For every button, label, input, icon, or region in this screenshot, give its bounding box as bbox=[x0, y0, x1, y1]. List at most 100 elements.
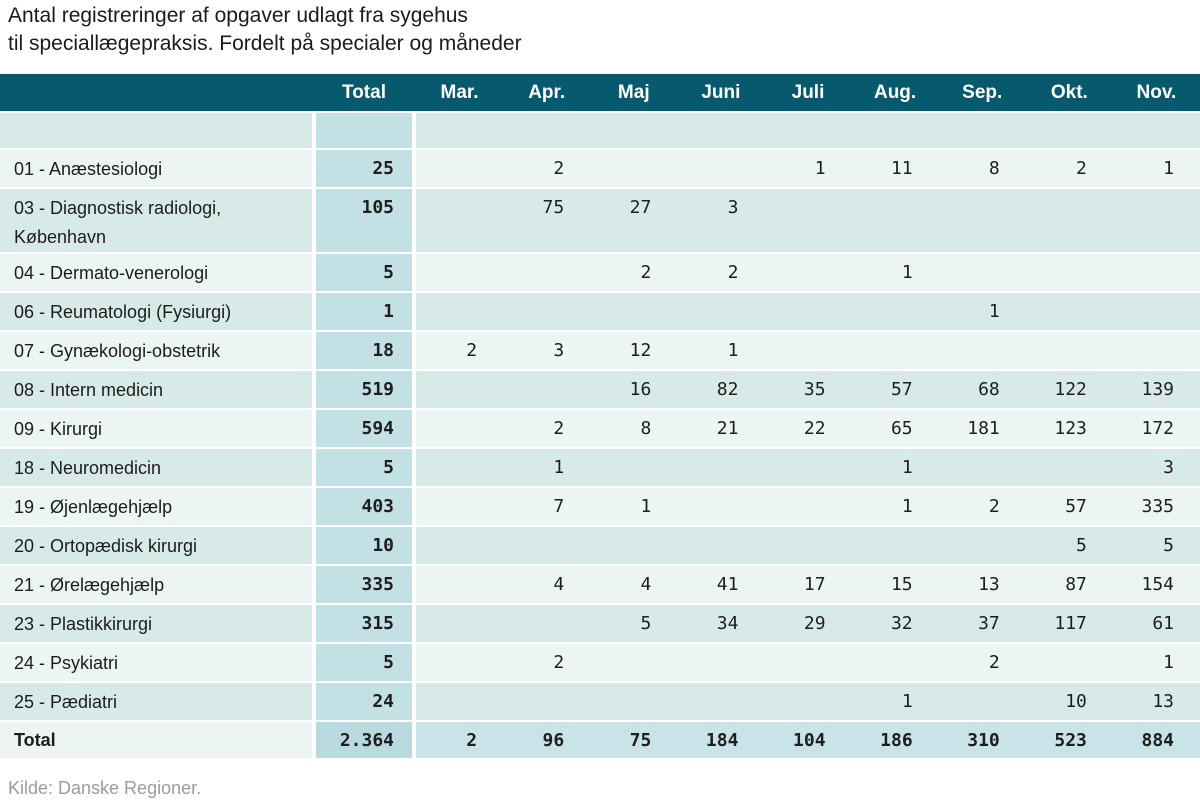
month-cell: 2 bbox=[677, 254, 765, 291]
month-cell: 1 bbox=[764, 150, 852, 187]
month-cell bbox=[590, 527, 678, 564]
month-cell bbox=[416, 371, 504, 408]
month-cell: 2 bbox=[503, 410, 591, 447]
month-cell: 35 bbox=[764, 371, 852, 408]
month-cell bbox=[677, 683, 765, 720]
total-cell: 594 bbox=[316, 410, 412, 447]
month-cell bbox=[416, 605, 504, 642]
month-cell bbox=[764, 488, 852, 525]
table-row: 19 - Øjenlægehjælp 403 7 1 1 2 57 335 bbox=[0, 488, 1200, 525]
month-cell bbox=[764, 683, 852, 720]
table-row: 07 - Gynækologi-obstetrik 18 2 3 12 1 bbox=[0, 332, 1200, 369]
specialty-label: 01 - Anæstesiologi bbox=[0, 150, 312, 187]
month-cell bbox=[503, 683, 591, 720]
month-cell bbox=[1025, 332, 1113, 369]
month-cell: 1 bbox=[1112, 644, 1200, 681]
specialty-label: 25 - Pædiatri bbox=[0, 683, 312, 720]
month-cell bbox=[677, 293, 765, 330]
month-cell bbox=[590, 644, 678, 681]
month-cell: 1 bbox=[1112, 150, 1200, 187]
month-cell: 2 bbox=[416, 332, 504, 369]
month-cell: 2 bbox=[938, 488, 1026, 525]
month-cell: 8 bbox=[590, 410, 678, 447]
month-cell: 2 bbox=[503, 150, 591, 187]
total-cell: 18 bbox=[316, 332, 412, 369]
month-cell: 172 bbox=[1112, 410, 1200, 447]
month-total-cell: 104 bbox=[764, 722, 852, 758]
month-cell: 3 bbox=[677, 189, 765, 252]
month-total-cell: 186 bbox=[851, 722, 939, 758]
month-cell bbox=[1025, 113, 1113, 148]
chart-title-line-1: Antal registreringer af opgaver udlagt f… bbox=[8, 4, 468, 27]
month-cell bbox=[416, 150, 504, 187]
month-cell: 2 bbox=[1025, 150, 1113, 187]
specialty-label: 08 - Intern medicin bbox=[0, 371, 312, 408]
grand-total-cell: 2.364 bbox=[316, 722, 412, 758]
month-cell bbox=[938, 332, 1026, 369]
specialty-label: 19 - Øjenlægehjælp bbox=[0, 488, 312, 525]
month-cell: 4 bbox=[590, 566, 678, 603]
month-cell: 5 bbox=[1112, 527, 1200, 564]
table-row: 09 - Kirurgi 594 2 8 21 22 65 181 123 17… bbox=[0, 410, 1200, 447]
specialty-label: 07 - Gynækologi-obstetrik bbox=[0, 332, 312, 369]
specialty-label: 21 - Ørelægehjælp bbox=[0, 566, 312, 603]
table-row: 25 - Pædiatri 24 1 10 13 bbox=[0, 683, 1200, 720]
month-cell: 5 bbox=[1025, 527, 1113, 564]
month-cell: 1 bbox=[503, 449, 591, 486]
month-cell: 181 bbox=[938, 410, 1026, 447]
month-cell: 1 bbox=[851, 449, 939, 486]
specialty-label: 23 - Plastikkirurgi bbox=[0, 605, 312, 642]
month-total-cell: 523 bbox=[1025, 722, 1113, 758]
month-cell bbox=[677, 150, 765, 187]
specialty-label: 03 - Diagnostisk radiologi, København bbox=[0, 189, 312, 252]
column-header-total: Total bbox=[342, 81, 386, 103]
month-cell bbox=[503, 605, 591, 642]
month-cell bbox=[416, 410, 504, 447]
month-cell: 122 bbox=[1025, 371, 1113, 408]
month-cell bbox=[416, 566, 504, 603]
table-header-row: Total Mar. Apr. Maj Juni Juli Aug. Sep. … bbox=[0, 74, 1200, 111]
month-cell: 10 bbox=[1025, 683, 1113, 720]
month-total-cell: 96 bbox=[503, 722, 591, 758]
month-cell bbox=[677, 644, 765, 681]
table-row: 01 - Anæstesiologi 25 2 1 11 8 2 1 bbox=[0, 150, 1200, 187]
month-cell: 16 bbox=[590, 371, 678, 408]
month-cell bbox=[938, 527, 1026, 564]
month-cell bbox=[851, 332, 939, 369]
month-cell: 1 bbox=[677, 332, 765, 369]
month-cell bbox=[764, 644, 852, 681]
spacer-row bbox=[0, 113, 1200, 148]
table-row: 23 - Plastikkirurgi 315 5 34 29 32 37 11… bbox=[0, 605, 1200, 642]
table-row: 21 - Ørelægehjælp 335 4 4 41 17 15 13 87… bbox=[0, 566, 1200, 603]
month-cell bbox=[677, 488, 765, 525]
month-total-cell: 2 bbox=[416, 722, 504, 758]
month-cell bbox=[764, 189, 852, 252]
month-cell: 15 bbox=[851, 566, 939, 603]
month-cell bbox=[938, 254, 1026, 291]
month-cell bbox=[1112, 332, 1200, 369]
month-cell: 8 bbox=[938, 150, 1026, 187]
month-cell: 1 bbox=[851, 683, 939, 720]
total-cell: 519 bbox=[316, 371, 412, 408]
month-cell: 13 bbox=[1112, 683, 1200, 720]
month-cell bbox=[1112, 254, 1200, 291]
month-cell bbox=[938, 113, 1026, 148]
total-cell: 315 bbox=[316, 605, 412, 642]
total-cell: 335 bbox=[316, 566, 412, 603]
month-cell bbox=[764, 254, 852, 291]
total-cell: 10 bbox=[316, 527, 412, 564]
month-cell bbox=[416, 113, 504, 148]
month-cell: 5 bbox=[590, 605, 678, 642]
month-cell: 2 bbox=[503, 644, 591, 681]
month-cell: 117 bbox=[1025, 605, 1113, 642]
month-cell bbox=[503, 371, 591, 408]
month-cell: 57 bbox=[851, 371, 939, 408]
total-cell: 105 bbox=[316, 189, 412, 252]
chart-title: Antal registreringer af opgaver udlagt f… bbox=[0, 0, 1200, 58]
month-cell: 3 bbox=[503, 332, 591, 369]
month-cell bbox=[851, 189, 939, 252]
month-cell: 21 bbox=[677, 410, 765, 447]
month-cell bbox=[590, 113, 678, 148]
month-cell bbox=[764, 293, 852, 330]
month-cell bbox=[1112, 189, 1200, 252]
